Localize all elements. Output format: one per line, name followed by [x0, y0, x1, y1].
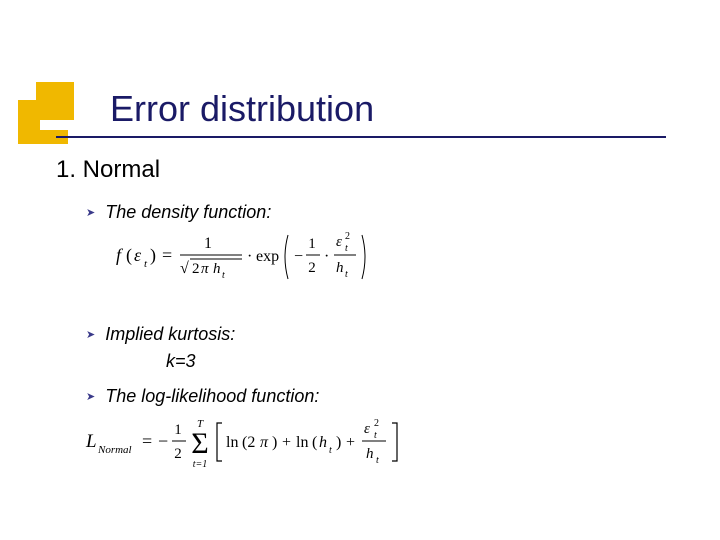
svg-text:t=1: t=1 [193, 459, 208, 470]
svg-text:=: = [162, 245, 172, 265]
svg-text:(2: (2 [242, 434, 255, 451]
section-heading: 1. Normal [56, 156, 676, 184]
svg-text:t: t [329, 445, 332, 456]
svg-text:h: h [336, 260, 344, 276]
svg-text:2: 2 [192, 261, 200, 277]
svg-text:ln: ln [296, 434, 308, 451]
chevron-right-icon: ➤ [86, 328, 95, 341]
svg-text:): ) [150, 245, 156, 266]
svg-text:L: L [85, 431, 97, 452]
svg-text:exp: exp [256, 248, 279, 265]
svg-text:h: h [213, 261, 221, 277]
svg-text:): ) [336, 434, 341, 451]
svg-text:π: π [201, 261, 209, 277]
slide-title: Error distribution [110, 88, 374, 130]
svg-text:t: t [144, 258, 148, 270]
chevron-right-icon: ➤ [86, 390, 95, 403]
svg-text:π: π [260, 434, 269, 451]
svg-text:ε: ε [134, 245, 142, 265]
svg-text:t: t [222, 270, 225, 281]
accent-block-left [18, 100, 40, 130]
svg-text:1: 1 [174, 422, 182, 438]
svg-text:(: ( [312, 434, 317, 451]
svg-text:−: − [294, 248, 303, 265]
svg-text:t: t [345, 243, 348, 254]
svg-text:+: + [282, 434, 291, 451]
svg-text:·: · [324, 248, 329, 265]
bullet-label: Implied kurtosis: [105, 324, 235, 345]
svg-text:√: √ [180, 260, 189, 277]
bullet-item: ➤ The density function: [86, 202, 676, 223]
svg-text:1: 1 [308, 236, 316, 252]
svg-text:h: h [366, 446, 374, 462]
svg-text:ε: ε [364, 421, 370, 437]
svg-text:Normal: Normal [97, 444, 132, 456]
svg-text:t: t [376, 455, 379, 466]
kurtosis-value: k=3 [166, 351, 676, 372]
svg-text:(: ( [126, 245, 132, 266]
content-area: 1. Normal ➤ The density function: f ( ε … [56, 156, 676, 498]
svg-text:1: 1 [204, 235, 212, 252]
svg-text:): ) [272, 434, 277, 451]
svg-text:Σ: Σ [191, 427, 208, 460]
bullet-label: The density function: [105, 202, 271, 223]
svg-text:ε: ε [336, 234, 342, 250]
bullet-label: The log-likelihood function: [105, 386, 319, 407]
loglikelihood-formula: L Normal = − 1 2 T Σ t=1 ln (2 π ) + ln … [86, 413, 676, 476]
svg-text:ln: ln [226, 434, 238, 451]
title-underline [56, 136, 666, 138]
svg-text:t: t [374, 430, 377, 441]
svg-text:h: h [319, 434, 327, 451]
density-formula: f ( ε t ) = 1 √ 2 π h t · exp − 1 2 · [116, 229, 676, 290]
svg-text:−: − [158, 431, 168, 451]
svg-text:2: 2 [174, 446, 182, 462]
chevron-right-icon: ➤ [86, 206, 95, 219]
accent-block-top [36, 82, 74, 120]
svg-text:·: · [247, 248, 252, 265]
svg-text:=: = [142, 431, 152, 451]
svg-text:f: f [116, 245, 124, 265]
svg-text:2: 2 [345, 231, 350, 242]
svg-text:+: + [346, 434, 355, 451]
svg-text:2: 2 [308, 260, 316, 276]
bullet-item: ➤ The log-likelihood function: [86, 386, 676, 407]
bullet-item: ➤ Implied kurtosis: [86, 324, 676, 345]
svg-text:t: t [345, 269, 348, 280]
svg-text:2: 2 [374, 418, 379, 429]
